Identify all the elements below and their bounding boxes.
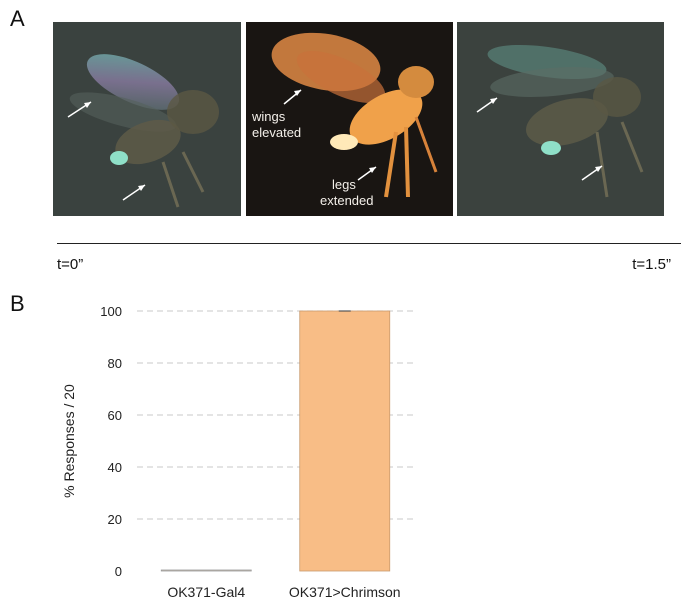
x-tick-label: OK371>Chrimson bbox=[289, 584, 401, 600]
y-tick-label: 100 bbox=[100, 304, 122, 319]
x-tick-label: OK371-Gal4 bbox=[167, 584, 245, 600]
y-tick-label: 0 bbox=[115, 564, 122, 579]
y-tick-label: 80 bbox=[108, 356, 122, 371]
annotation-legs-line2: extended bbox=[320, 193, 374, 208]
time-end-label: t=1.5” bbox=[632, 256, 671, 273]
y-tick-label: 60 bbox=[108, 408, 122, 423]
fly-frame-t0 bbox=[53, 22, 241, 216]
timeline-axis bbox=[57, 243, 681, 244]
panel-b-label: B bbox=[10, 291, 25, 316]
y-tick-labels: 0 20 40 60 80 100 bbox=[100, 304, 122, 579]
annotation-legs-line1: legs bbox=[332, 177, 356, 192]
annotation-wings-line2: elevated bbox=[252, 125, 301, 140]
x-tick-labels: OK371-Gal4 OK371>Chrimson bbox=[167, 584, 400, 600]
y-axis-label: % Responses / 20 bbox=[61, 384, 77, 498]
y-tick-label: 40 bbox=[108, 460, 122, 475]
time-start-label: t=0” bbox=[57, 256, 84, 273]
bars bbox=[160, 310, 391, 572]
bar-1 bbox=[160, 569, 252, 572]
panel-a-label: A bbox=[10, 6, 25, 31]
fly-frame-mid: wings elevated legs extended bbox=[246, 22, 453, 216]
bar-2 bbox=[299, 310, 391, 572]
fly-frame-t15 bbox=[457, 22, 664, 216]
annotation-wings-line1: wings bbox=[251, 109, 286, 124]
y-tick-label: 20 bbox=[108, 512, 122, 527]
